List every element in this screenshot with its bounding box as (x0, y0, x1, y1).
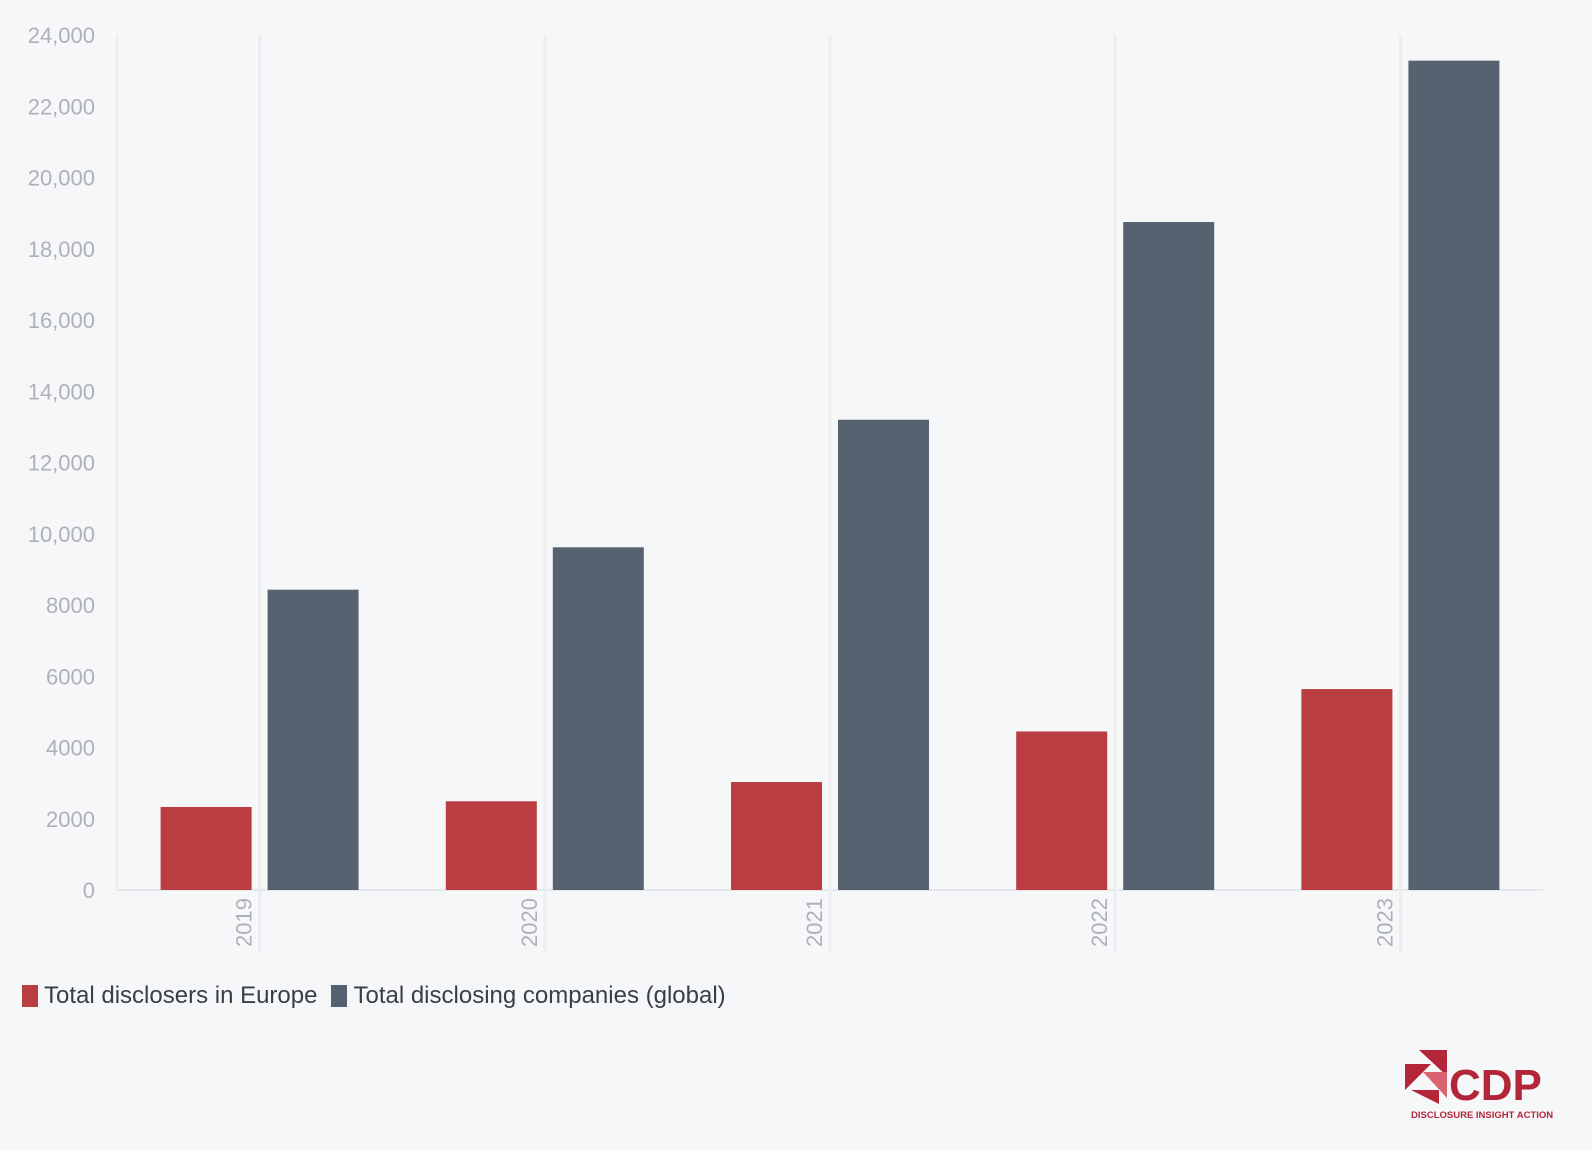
x-tick-label: 2020 (517, 898, 542, 947)
y-tick-label: 12,000 (28, 451, 95, 476)
legend-item-europe[interactable]: Total disclosers in Europe (22, 982, 317, 1010)
x-tick-label: 2023 (1372, 898, 1397, 947)
y-tick-label: 16,000 (28, 308, 95, 333)
legend-label-global: Total disclosing companies (global) (353, 982, 726, 1009)
x-tick-label: 2021 (802, 898, 827, 947)
y-tick-label: 22,000 (28, 94, 95, 119)
legend-swatch-europe (22, 985, 38, 1007)
svg-text:CDP: CDP (1449, 1061, 1542, 1110)
svg-text:DISCLOSURE INSIGHT ACTION: DISCLOSURE INSIGHT ACTION (1411, 1110, 1553, 1121)
legend-label-europe: Total disclosers in Europe (44, 982, 318, 1009)
chart-canvas: 0 2000 4000 6000 8000 10,000 12,000 14,000 16,00… (28, 23, 1543, 952)
legend-swatch-global (331, 985, 348, 1007)
bar-europe-2021 (731, 782, 822, 890)
legend-item-global[interactable]: Total disclosing companies (global) (331, 982, 726, 1010)
bar-europe-2023 (1301, 689, 1393, 890)
bar-chart: 0 2000 4000 6000 8000 10,000 12,000 14,000 16,00… (28, 23, 1543, 952)
cdp-logo: CDP DISCLOSURE INSIGHT ACTION (1405, 1050, 1575, 1125)
y-tick-label: 8000 (46, 593, 95, 618)
bar-global-2021 (838, 419, 929, 890)
cdp-logo-icon (1405, 1050, 1447, 1104)
x-tick-label: 2022 (1087, 898, 1112, 947)
bar-global-2022 (1123, 222, 1215, 890)
y-tick-label: 18,000 (28, 237, 95, 262)
bar-global-2023 (1408, 60, 1500, 890)
y-tick-label: 10,000 (28, 522, 95, 547)
y-tick-label: 0 (83, 878, 95, 903)
bar-global-2019 (267, 589, 359, 890)
bar-europe-2020 (445, 801, 537, 890)
legend: Total disclosers in Europe Total disclos… (22, 982, 726, 1010)
bar-europe-2022 (1016, 731, 1108, 890)
bar-europe-2019 (160, 806, 252, 890)
y-tick-label: 6000 (46, 664, 95, 689)
y-tick-label: 4000 (46, 736, 95, 761)
y-tick-label: 2000 (46, 807, 95, 832)
x-tick-label: 2019 (232, 898, 257, 947)
y-tick-label: 14,000 (28, 379, 95, 404)
y-tick-label: 20,000 (28, 166, 95, 191)
cdp-logo-mark: CDP DISCLOSURE INSIGHT ACTION (1405, 1050, 1553, 1121)
bar-global-2020 (552, 547, 644, 890)
y-tick-label: 24,000 (28, 23, 95, 48)
